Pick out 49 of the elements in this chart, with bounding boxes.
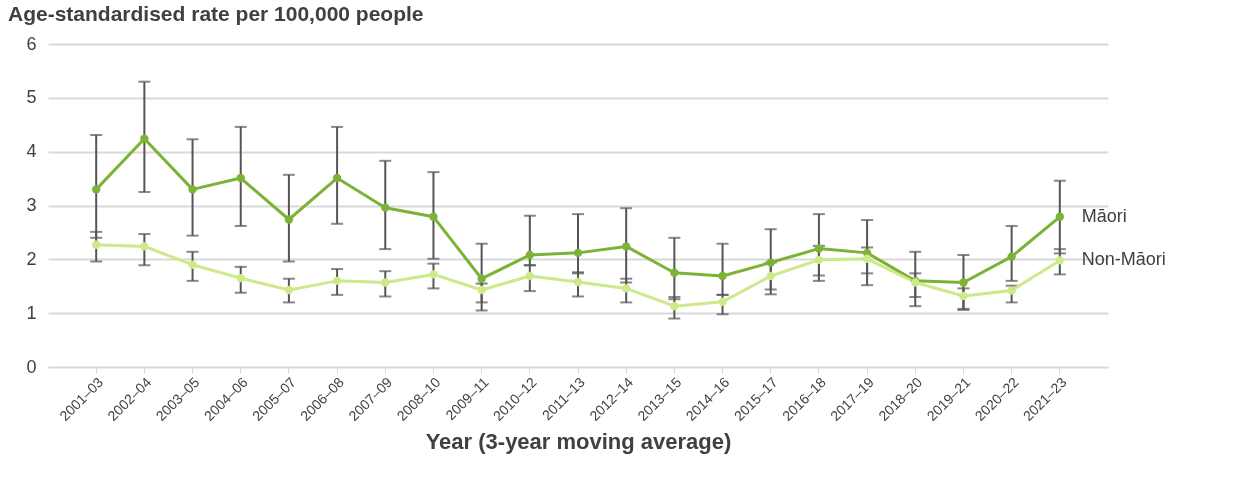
point <box>140 134 149 143</box>
point <box>525 250 534 260</box>
y-tick-label: 6 <box>26 33 37 54</box>
point <box>92 185 101 194</box>
point <box>814 255 824 265</box>
point <box>284 215 294 224</box>
x-axis-title: Year (3-year moving average) <box>425 428 732 454</box>
point <box>236 274 245 283</box>
point <box>381 203 390 212</box>
point <box>718 297 727 307</box>
point <box>1007 252 1016 261</box>
point <box>381 278 390 287</box>
point <box>959 278 968 287</box>
point <box>429 212 438 221</box>
point <box>670 268 679 277</box>
point <box>477 274 486 283</box>
series-label: Māori <box>1081 205 1127 226</box>
point <box>92 240 101 249</box>
point <box>332 276 342 286</box>
point <box>140 242 149 251</box>
y-tick-label: 0 <box>26 356 37 377</box>
y-tick-label: 2 <box>26 248 37 269</box>
y-tick-label: 3 <box>26 195 37 215</box>
chart-title: Age-standardised rate per 100,000 people <box>8 2 424 25</box>
y-tick-label: 5 <box>26 87 37 108</box>
point <box>622 242 631 251</box>
point <box>332 173 342 183</box>
point <box>525 271 534 281</box>
point <box>814 244 824 253</box>
point <box>429 270 438 279</box>
point <box>766 271 775 281</box>
y-tick-label: 1 <box>26 302 37 323</box>
point <box>236 173 245 183</box>
point <box>959 291 968 301</box>
point <box>1007 286 1016 295</box>
point <box>862 254 872 263</box>
point <box>1055 256 1064 265</box>
point <box>573 248 583 258</box>
point <box>622 284 631 293</box>
point <box>284 285 294 295</box>
point <box>188 260 197 269</box>
point <box>188 185 197 194</box>
series-label: Non-Māori <box>1081 249 1166 270</box>
point <box>718 271 727 281</box>
point <box>1055 212 1064 221</box>
point <box>573 277 583 287</box>
point <box>477 285 486 295</box>
y-tick-label: 4 <box>26 141 37 162</box>
point <box>670 301 679 311</box>
